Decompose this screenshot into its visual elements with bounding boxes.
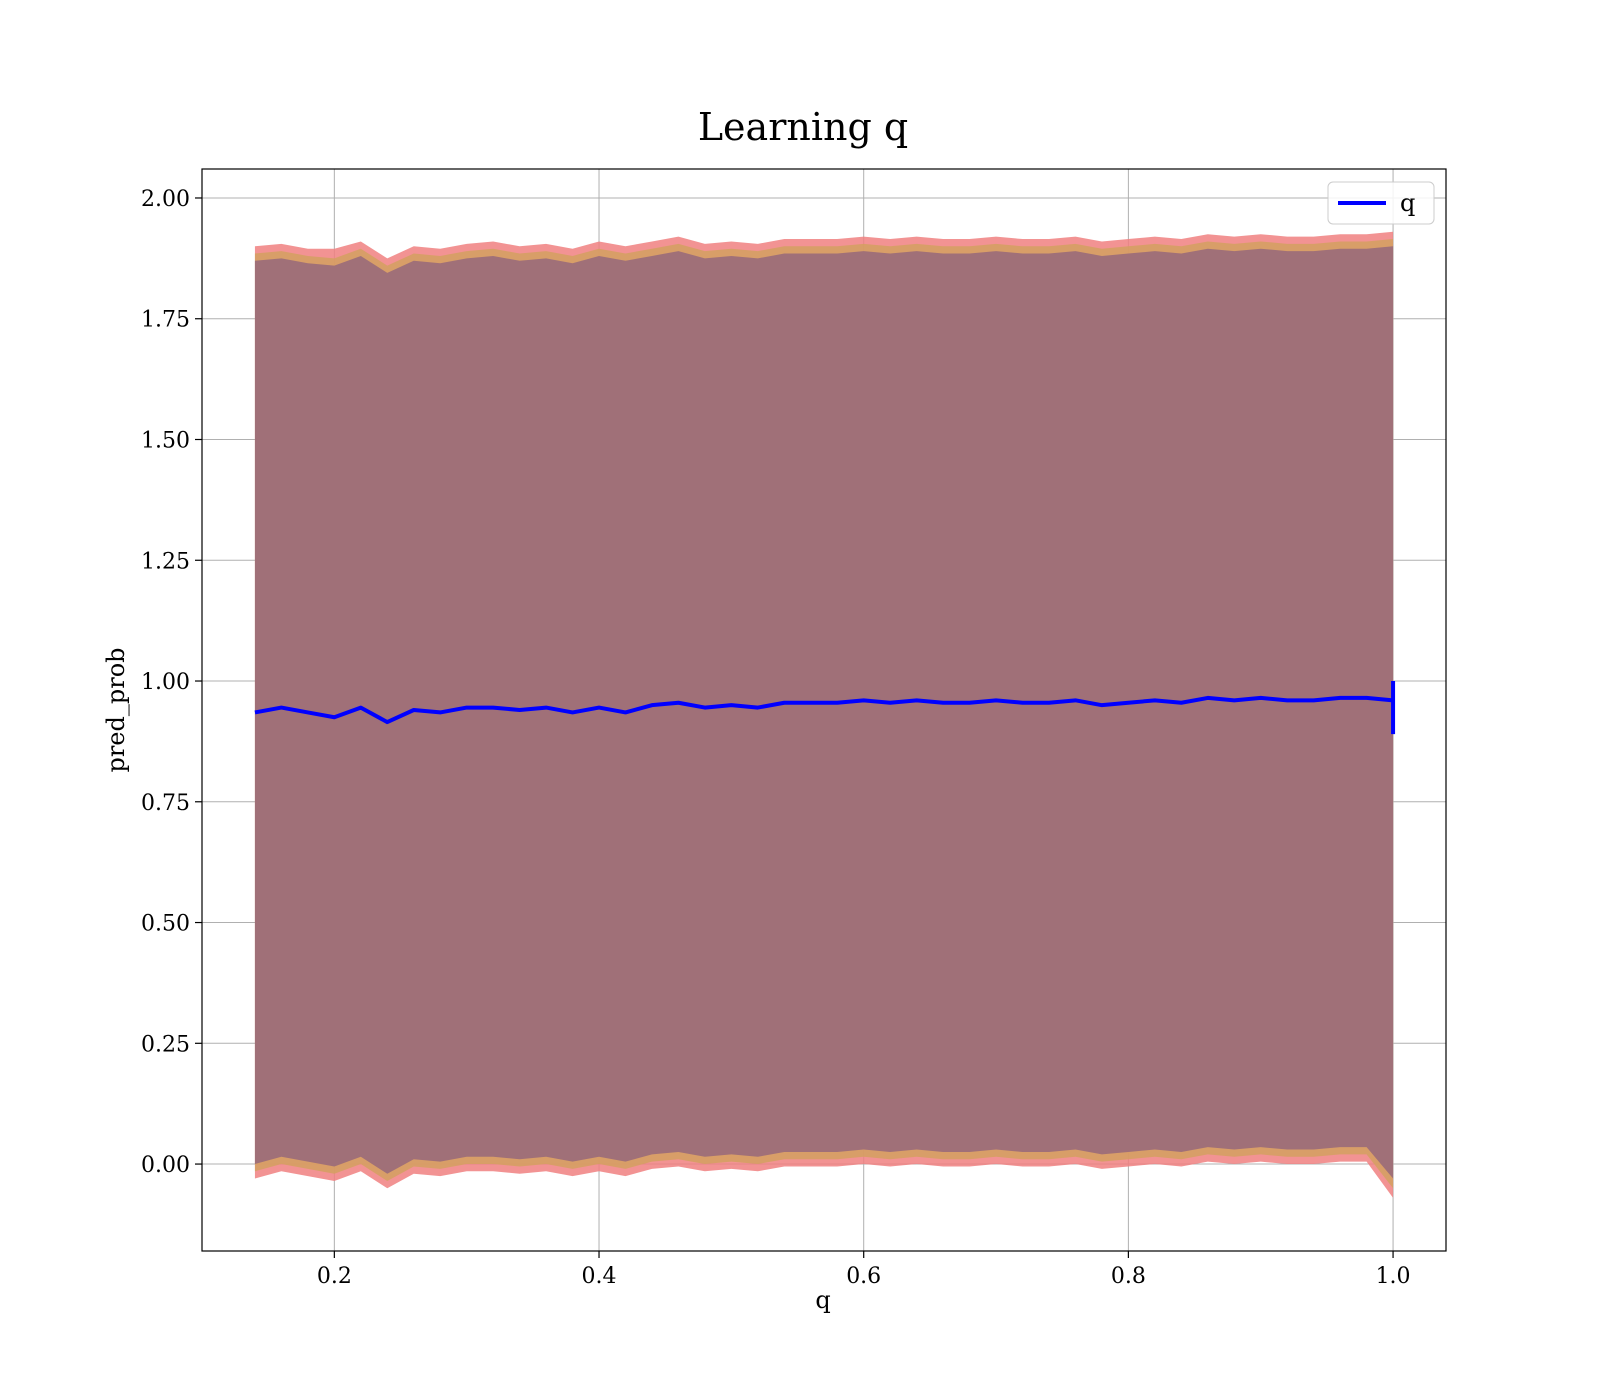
x-tick-label: 1.0 bbox=[1376, 1264, 1411, 1289]
y-tick-label: 2.00 bbox=[141, 187, 190, 212]
y-tick-label: 1.75 bbox=[141, 308, 190, 333]
line-layer bbox=[254, 681, 1396, 735]
x-tick-label: 0.6 bbox=[846, 1264, 881, 1289]
y-tick-label: 0.25 bbox=[141, 1032, 190, 1057]
x-tick-label: 0.2 bbox=[317, 1264, 352, 1289]
y-tick-label: 1.00 bbox=[141, 670, 190, 695]
legend: q bbox=[1327, 181, 1435, 225]
legend-entry-q: q bbox=[1400, 189, 1415, 217]
y-tick-label: 1.50 bbox=[141, 429, 190, 454]
y-tick-label: 1.25 bbox=[141, 549, 190, 574]
y-tick-label: 0.75 bbox=[141, 791, 190, 816]
series-line-q bbox=[254, 695, 1394, 725]
x-tick-label: 0.8 bbox=[1111, 1264, 1146, 1289]
band-layer bbox=[254, 231, 1394, 1198]
plot-frame bbox=[201, 168, 1447, 1252]
chart-title: Learning q bbox=[698, 105, 908, 149]
x-tick-label: 0.4 bbox=[582, 1264, 617, 1289]
y-axis-label: pred_prob bbox=[102, 647, 130, 772]
y-tick-label: 0.00 bbox=[141, 1153, 190, 1178]
x-axis-label: q bbox=[815, 1286, 830, 1314]
band-inner bbox=[254, 246, 1394, 1179]
tick-layer: 0.2 0.4 0.6 0.8 1.0 0.00 0.25 0.50 0.75 1.00 1.25 1… bbox=[141, 187, 1411, 1289]
y-tick-label: 0.50 bbox=[141, 912, 190, 937]
